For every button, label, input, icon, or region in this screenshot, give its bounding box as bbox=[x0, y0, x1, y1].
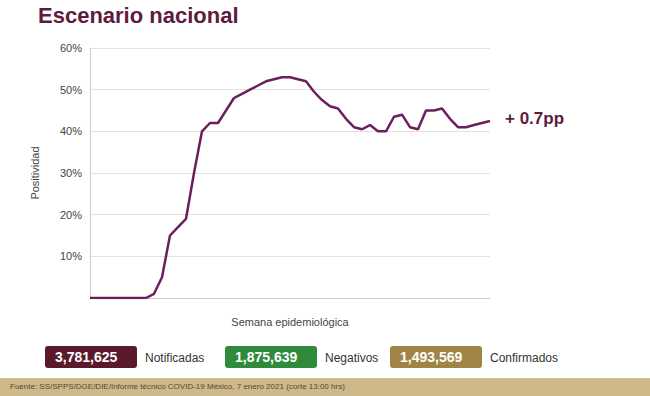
svg-text:Fuente: SS/SPPS/DGE/DIE/Inform: Fuente: SS/SPPS/DGE/DIE/Informe técnico … bbox=[10, 382, 345, 391]
svg-text:Notificadas: Notificadas bbox=[145, 351, 204, 365]
svg-text:1,875,639: 1,875,639 bbox=[235, 349, 297, 365]
svg-text:Confirmados: Confirmados bbox=[490, 351, 558, 365]
svg-text:+ 0.7pp: + 0.7pp bbox=[505, 109, 564, 128]
svg-text:30%: 30% bbox=[60, 167, 82, 179]
svg-text:Semana epidemiológica: Semana epidemiológica bbox=[231, 316, 349, 328]
svg-text:3,781,625: 3,781,625 bbox=[55, 349, 117, 365]
svg-text:60%: 60% bbox=[60, 42, 82, 54]
svg-text:1,493,569: 1,493,569 bbox=[400, 349, 462, 365]
svg-text:40%: 40% bbox=[60, 125, 82, 137]
svg-text:50%: 50% bbox=[60, 84, 82, 96]
svg-text:Escenario nacional: Escenario nacional bbox=[38, 3, 239, 28]
svg-text:Positividad: Positividad bbox=[29, 146, 41, 199]
svg-text:Negativos: Negativos bbox=[325, 351, 378, 365]
svg-text:10%: 10% bbox=[60, 250, 82, 262]
svg-text:20%: 20% bbox=[60, 209, 82, 221]
